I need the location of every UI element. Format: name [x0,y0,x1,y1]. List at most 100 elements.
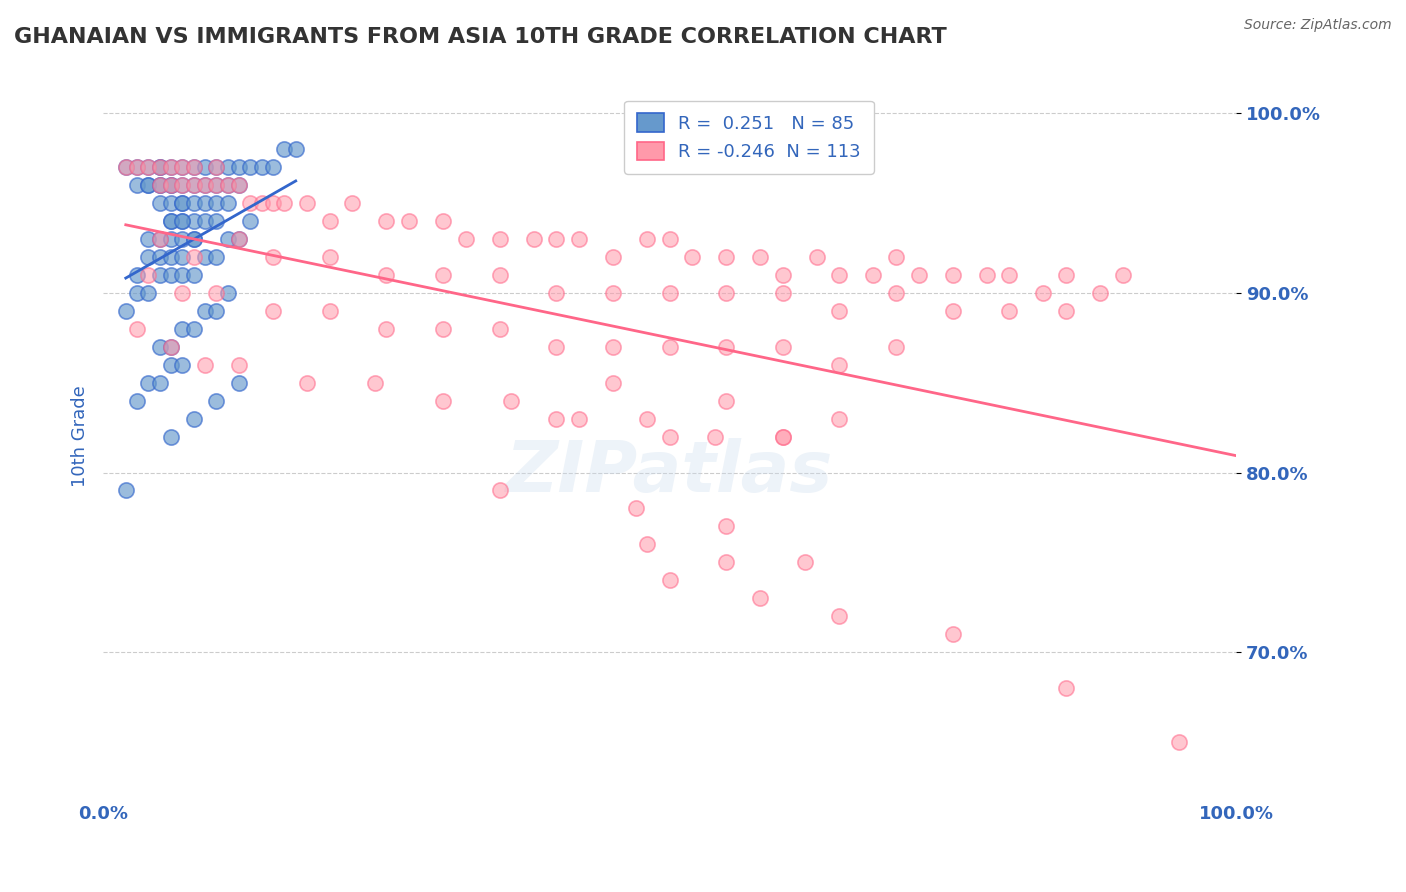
Point [172,285,194,300]
Point [160,232,183,246]
Point [149,376,172,390]
Point [149,160,172,174]
Text: ZIPatlas: ZIPatlas [506,438,834,507]
Point [658,232,681,246]
Point [262,160,284,174]
Point [318,304,340,318]
Point [942,627,965,641]
Point [262,196,284,211]
Point [160,429,183,443]
Point [228,178,250,193]
Point [172,250,194,264]
Point [205,160,228,174]
Point [217,196,239,211]
Point [228,358,250,372]
Point [998,304,1021,318]
Legend: R =  0.251   N = 85, R = -0.246  N = 113: R = 0.251 N = 85, R = -0.246 N = 113 [624,101,873,174]
Point [602,376,624,390]
Point [183,250,205,264]
Point [149,268,172,282]
Point [138,250,160,264]
Point [127,322,149,336]
Point [523,232,546,246]
Point [884,285,907,300]
Point [183,232,205,246]
Point [432,393,454,408]
Point [194,178,217,193]
Point [194,214,217,228]
Point [1168,735,1191,749]
Point [183,214,205,228]
Point [160,160,183,174]
Point [183,232,205,246]
Point [205,196,228,211]
Point [160,214,183,228]
Point [183,160,205,174]
Point [205,214,228,228]
Point [160,160,183,174]
Point [114,160,136,174]
Point [375,214,398,228]
Point [1088,285,1111,300]
Point [454,232,477,246]
Point [194,304,217,318]
Point [205,285,228,300]
Point [114,160,136,174]
Point [172,214,194,228]
Point [942,268,965,282]
Point [194,160,217,174]
Point [138,232,160,246]
Point [250,196,273,211]
Point [160,358,183,372]
Point [172,196,194,211]
Point [1054,681,1077,695]
Point [205,178,228,193]
Point [149,232,172,246]
Point [636,537,658,551]
Point [681,250,703,264]
Point [772,340,794,354]
Point [127,160,149,174]
Point [149,178,172,193]
Point [546,340,568,354]
Point [172,214,194,228]
Point [217,178,239,193]
Point [1054,304,1077,318]
Point [884,340,907,354]
Point [114,304,136,318]
Point [149,340,172,354]
Point [183,322,205,336]
Point [998,268,1021,282]
Point [273,142,295,156]
Point [976,268,998,282]
Point [907,268,929,282]
Point [250,160,273,174]
Point [160,340,183,354]
Y-axis label: 10th Grade: 10th Grade [72,385,89,487]
Point [217,285,239,300]
Point [273,196,295,211]
Point [194,196,217,211]
Point [149,178,172,193]
Point [127,178,149,193]
Point [806,250,828,264]
Point [138,160,160,174]
Point [602,285,624,300]
Point [138,285,160,300]
Point [546,285,568,300]
Point [828,609,851,624]
Point [318,214,340,228]
Point [183,268,205,282]
Point [499,393,522,408]
Point [342,196,364,211]
Point [172,196,194,211]
Point [138,268,160,282]
Point [160,268,183,282]
Point [138,376,160,390]
Point [160,196,183,211]
Point [828,304,851,318]
Point [138,160,160,174]
Point [160,178,183,193]
Point [183,196,205,211]
Point [658,340,681,354]
